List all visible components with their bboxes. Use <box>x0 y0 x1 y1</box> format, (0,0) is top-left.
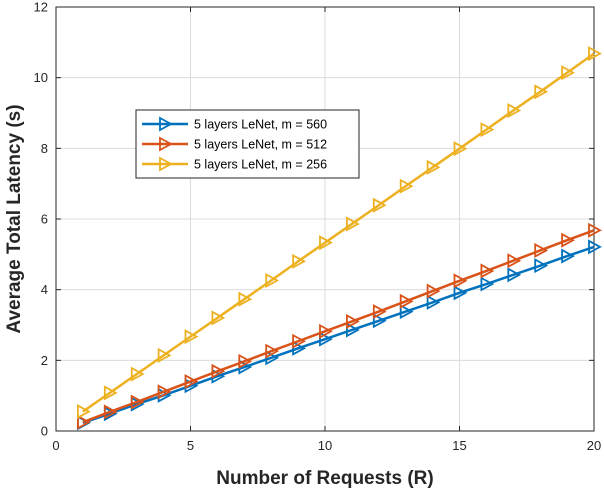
data-point <box>103 385 118 401</box>
legend-label: 5 layers LeNet, m = 512 <box>194 138 327 152</box>
data-point <box>372 304 387 320</box>
data-point <box>453 273 468 289</box>
axis-ticks: 0 5 10 15 20 0 2 4 6 8 10 12 <box>34 0 602 453</box>
data-point <box>480 122 495 138</box>
data-point <box>157 347 172 363</box>
legend-marker <box>159 156 173 172</box>
data-point <box>426 294 441 310</box>
series-1 <box>77 239 602 431</box>
data-point <box>130 366 145 382</box>
data-point <box>265 343 280 359</box>
data-point <box>319 235 333 251</box>
legend-label: 5 layers LeNet, m = 256 <box>194 158 327 172</box>
data-point <box>130 394 145 410</box>
series-layer <box>77 46 602 431</box>
data-point <box>561 232 575 248</box>
data-point <box>399 178 414 194</box>
data-point <box>588 46 602 62</box>
legend: 5 layers LeNet, m = 560 5 layers LeNet, m… <box>135 109 360 179</box>
y-tick-label: 10 <box>34 70 48 85</box>
x-tick-label: 20 <box>587 438 601 453</box>
x-tick-label: 10 <box>318 438 332 453</box>
data-point <box>238 291 253 307</box>
data-point <box>265 272 280 288</box>
data-point <box>292 333 306 349</box>
data-point <box>480 276 495 292</box>
data-point <box>507 253 522 269</box>
data-point <box>561 248 575 264</box>
data-point <box>184 329 199 345</box>
legend-marker <box>159 136 173 152</box>
y-tick-label: 2 <box>41 353 48 368</box>
data-point <box>534 258 549 274</box>
data-point <box>507 267 522 283</box>
data-point <box>507 103 522 119</box>
data-point <box>372 197 387 213</box>
legend-label: 5 layers LeNet, m = 560 <box>194 118 327 132</box>
data-point <box>561 65 575 81</box>
y-axis-label: Average Total Latency (s) <box>4 104 25 333</box>
data-point <box>534 84 549 100</box>
data-point <box>480 263 495 279</box>
data-point <box>157 384 172 400</box>
data-point <box>453 285 468 301</box>
data-point <box>588 222 602 238</box>
legend-item: 5 layers LeNet, m = 560 <box>142 116 327 132</box>
data-point <box>211 310 226 326</box>
data-point <box>238 353 253 369</box>
data-point <box>319 323 333 339</box>
legend-item: 5 layers LeNet, m = 512 <box>142 136 327 152</box>
data-point <box>534 242 549 258</box>
data-point <box>345 322 360 338</box>
x-tick-label: 5 <box>187 438 194 453</box>
x-axis-label: Number of Requests (R) <box>216 468 433 489</box>
y-tick-label: 8 <box>41 141 48 156</box>
x-tick-label: 0 <box>52 438 59 453</box>
data-point <box>588 239 602 255</box>
data-point <box>399 293 414 309</box>
data-point <box>453 141 468 157</box>
data-point <box>345 216 360 232</box>
data-point <box>345 313 360 329</box>
data-point <box>211 363 226 379</box>
data-point <box>77 414 91 430</box>
series-line <box>82 52 595 413</box>
legend-item: 5 layers LeNet, m = 256 <box>142 156 327 172</box>
legend-marker <box>159 116 173 132</box>
data-point <box>77 404 91 420</box>
x-tick-label: 15 <box>452 438 466 453</box>
data-point <box>292 253 306 269</box>
data-point <box>103 404 118 420</box>
data-point <box>372 313 387 329</box>
y-tick-label: 6 <box>41 212 48 227</box>
data-point <box>184 374 199 390</box>
data-point <box>426 283 441 299</box>
data-point <box>399 304 414 320</box>
y-tick-label: 12 <box>34 0 48 15</box>
y-tick-label: 0 <box>41 424 48 439</box>
data-point <box>292 340 306 356</box>
grid-lines <box>56 7 594 431</box>
series-2 <box>77 222 602 430</box>
y-tick-label: 4 <box>41 282 48 297</box>
data-point <box>319 331 333 347</box>
data-point <box>426 159 441 175</box>
series-3 <box>77 46 602 420</box>
